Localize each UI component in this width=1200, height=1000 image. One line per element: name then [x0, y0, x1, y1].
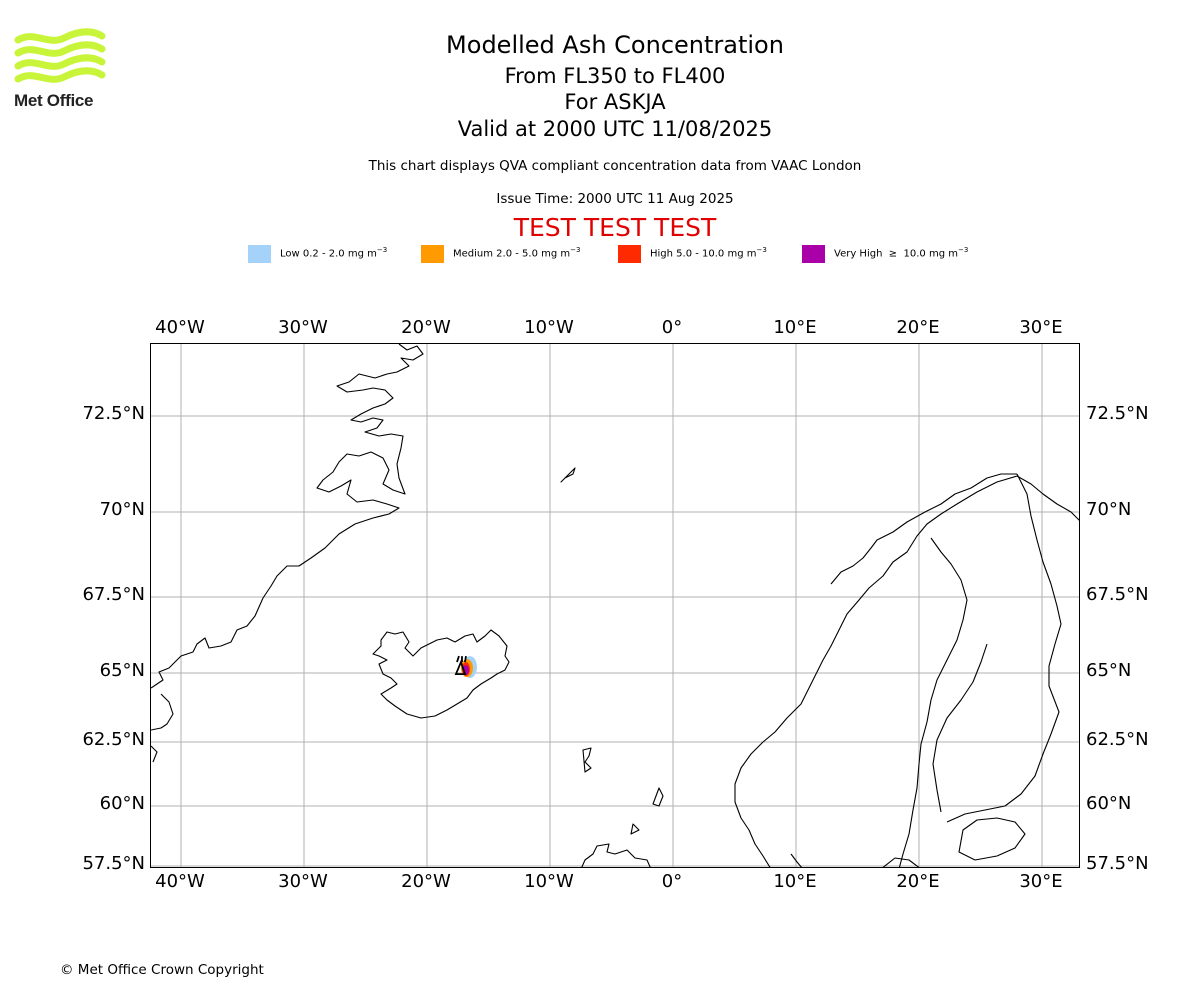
finland-border — [946, 473, 1062, 823]
norway-coast — [734, 475, 1079, 867]
valid-time: Valid at 2000 UTC 11/08/2025 — [457, 117, 773, 141]
volcano-icon — [454, 655, 467, 675]
greenland-coast — [151, 693, 174, 731]
copyright-footer: © Met Office Crown Copyright — [60, 962, 264, 978]
lat-tick-right: 67.5°N — [1086, 584, 1149, 605]
test-banner: TEST TEST TEST — [513, 213, 717, 242]
graticule — [151, 344, 1079, 867]
lat-tick-left: 57.5°N — [82, 853, 145, 874]
logo-wave — [14, 41, 106, 57]
map-panel[interactable] — [150, 343, 1080, 868]
ash-concentration-layer — [454, 655, 477, 679]
chart-title: Modelled Ash Concentration — [446, 31, 784, 59]
legend-label-high: High 5.0 - 10.0 mg m−3 — [650, 246, 767, 260]
logo-wave — [14, 28, 106, 44]
lon-tick-top: 30°E — [1019, 317, 1063, 338]
legend-swatch-high — [618, 245, 641, 263]
legend-swatch-medium — [421, 245, 444, 263]
lon-tick-top: 20°W — [401, 317, 451, 338]
norway-fjords — [830, 473, 1017, 585]
lon-tick-bottom: 30°W — [278, 871, 328, 892]
flight-levels: From FL350 to FL400 — [504, 64, 726, 88]
coastlines — [151, 344, 1079, 867]
lat-tick-left: 60°N — [99, 793, 145, 814]
lat-tick-right: 65°N — [1086, 660, 1132, 681]
iceland-coast — [372, 629, 510, 719]
met-office-waves-icon — [14, 28, 106, 83]
lon-tick-bottom: 40°W — [155, 871, 205, 892]
baltic-coast — [882, 857, 920, 867]
greenland-coast — [151, 745, 158, 763]
legend-label-very-high: Very High ≥ 10.0 mg m−3 — [834, 246, 969, 260]
lat-tick-right: 57.5°N — [1086, 853, 1149, 874]
gulf-of-bothnia — [932, 643, 988, 813]
greenland-coast — [151, 344, 424, 689]
lon-tick-top: 0° — [661, 317, 683, 338]
lat-tick-right: 72.5°N — [1086, 403, 1149, 424]
lat-tick-left: 65°N — [99, 660, 145, 681]
orkney-coast — [630, 823, 640, 835]
lon-tick-top: 10°W — [524, 317, 574, 338]
sweden-border — [898, 537, 968, 867]
legend-swatch-very-high — [802, 245, 825, 263]
volcano-name: For ASKJA — [564, 90, 666, 114]
met-office-logo: Met Office — [14, 28, 109, 113]
faroe-coast — [582, 747, 592, 773]
issue-time: Issue Time: 2000 UTC 11 Aug 2025 — [496, 191, 734, 207]
estonia-coast — [958, 817, 1026, 861]
lat-tick-left: 72.5°N — [82, 403, 145, 424]
logo-wave — [14, 54, 106, 70]
lat-tick-left: 62.5°N — [82, 729, 145, 750]
lon-tick-bottom: 0° — [661, 871, 683, 892]
lon-tick-top: 30°W — [278, 317, 328, 338]
met-office-wordmark: Met Office — [14, 91, 94, 110]
logo-wave — [14, 67, 106, 83]
legend-label-medium: Medium 2.0 - 5.0 mg m−3 — [453, 246, 581, 260]
shetland-coast — [652, 787, 664, 807]
lon-tick-bottom: 10°E — [773, 871, 817, 892]
scotland-coast — [581, 843, 651, 867]
lon-tick-bottom: 20°E — [896, 871, 940, 892]
lon-tick-bottom: 30°E — [1019, 871, 1063, 892]
lat-tick-right: 62.5°N — [1086, 729, 1149, 750]
lat-tick-left: 70°N — [99, 499, 145, 520]
lat-tick-right: 70°N — [1086, 499, 1132, 520]
jan-mayen-coast — [560, 467, 576, 483]
legend-label-low: Low 0.2 - 2.0 mg m−3 — [280, 246, 388, 260]
map-canvas[interactable] — [151, 344, 1080, 868]
lon-tick-bottom: 20°W — [401, 871, 451, 892]
lon-tick-top: 40°W — [155, 317, 205, 338]
denmark-coast — [790, 853, 803, 867]
lon-tick-top: 20°E — [896, 317, 940, 338]
lat-tick-left: 67.5°N — [82, 584, 145, 605]
chart-description: This chart displays QVA compliant concen… — [368, 158, 862, 174]
lon-tick-bottom: 10°W — [524, 871, 574, 892]
lat-tick-right: 60°N — [1086, 793, 1132, 814]
legend-swatch-low — [248, 245, 271, 263]
lon-tick-top: 10°E — [773, 317, 817, 338]
